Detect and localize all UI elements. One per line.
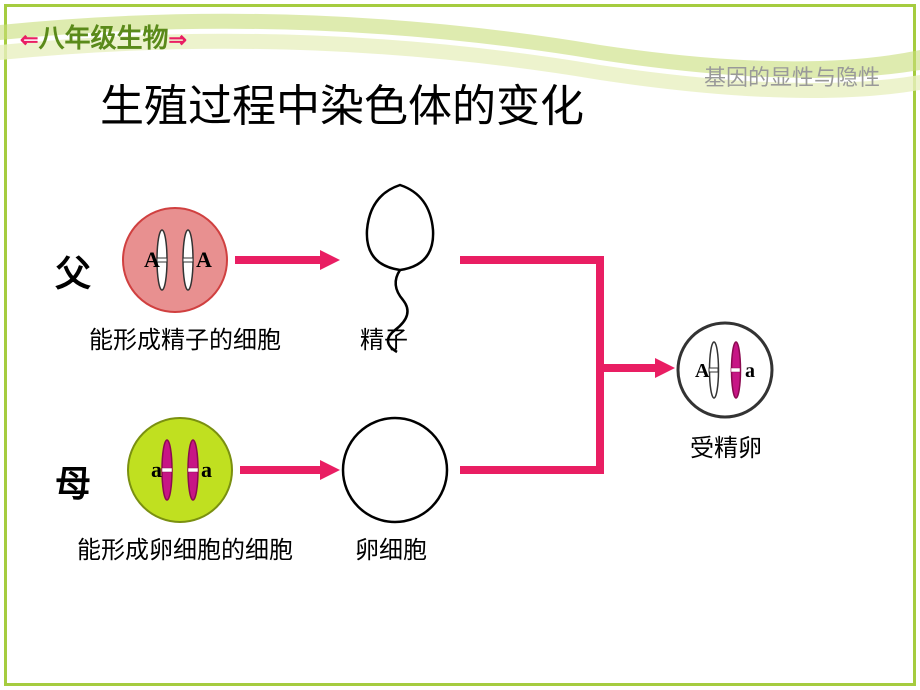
- mother-label: 母: [55, 455, 91, 507]
- grade-header: ⇐八年级生物⇒: [20, 18, 187, 55]
- arrow-left-icon: ⇐: [20, 27, 38, 52]
- arrow-right-icon: ⇒: [168, 27, 186, 52]
- main-title: 生殖过程中染色体的变化: [100, 70, 584, 134]
- arrow-converge: [460, 248, 680, 488]
- mother-cell: a a: [125, 415, 235, 525]
- egg-cell: [340, 415, 450, 525]
- father-label: 父: [55, 245, 91, 297]
- egg-label: 卵细胞: [355, 530, 427, 565]
- zygote-label: 受精卵: [690, 428, 762, 463]
- zygote-cell: A a: [675, 320, 775, 420]
- topic-subtitle: 基因的显性与隐性: [704, 60, 880, 92]
- arrow-mother-egg: [240, 458, 340, 482]
- father-allele-right: A: [196, 247, 212, 272]
- father-cell: A A: [120, 205, 230, 315]
- grade-text: 八年级生物: [38, 23, 168, 53]
- father-allele-left: A: [144, 247, 160, 272]
- mother-cell-label: 能形成卵细胞的细胞: [65, 530, 305, 565]
- mother-allele-right: a: [201, 457, 212, 482]
- zygote-allele-left: A: [695, 360, 710, 382]
- arrow-father-sperm: [235, 248, 340, 272]
- father-cell-label: 能形成精子的细胞: [75, 320, 295, 355]
- sperm-label: 精子: [360, 320, 408, 355]
- mother-allele-left: a: [151, 457, 162, 482]
- zygote-allele-right: a: [745, 360, 755, 382]
